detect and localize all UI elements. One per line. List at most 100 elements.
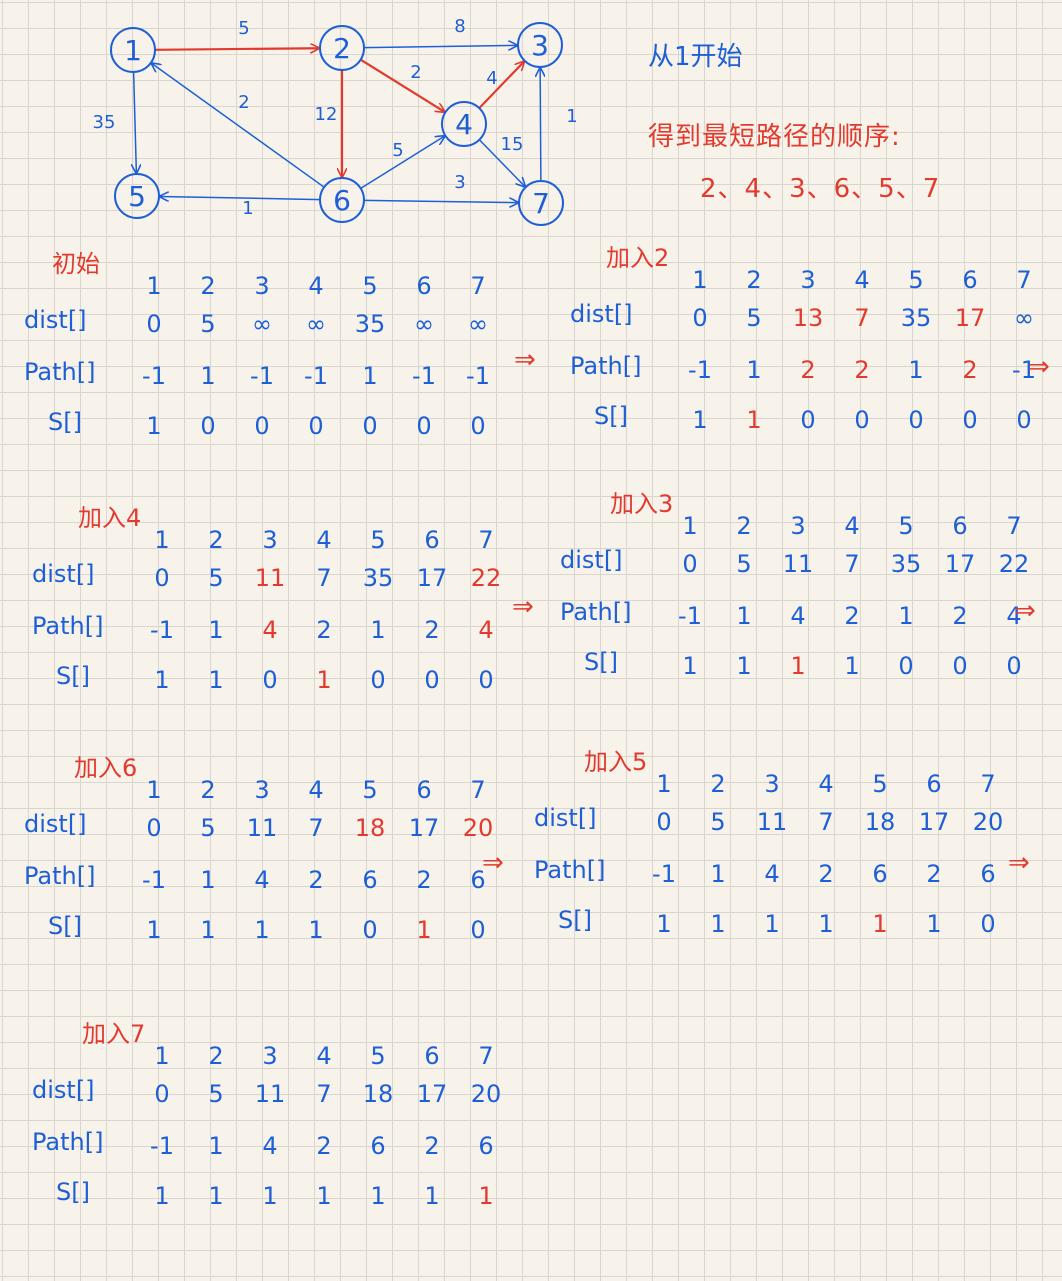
edge-weight-4-7: 15 (501, 134, 524, 155)
s-cell: 1 (926, 910, 942, 938)
dist-cell: 0 (146, 814, 162, 842)
step-title: 加入7 (82, 1020, 146, 1048)
s-cell: 0 (854, 406, 870, 434)
column-header: 4 (818, 770, 834, 798)
edge-weight-2-4: 2 (410, 62, 421, 83)
s-cell: 1 (710, 910, 726, 938)
dist-cell: 13 (792, 304, 824, 332)
edge-weight-6-5: 1 (242, 198, 253, 219)
path-cell: 2 (962, 356, 978, 384)
column-header: 3 (262, 1042, 278, 1070)
s-cell: 0 (424, 666, 440, 694)
step-title: 加入2 (606, 244, 670, 272)
path-cell: -1 (412, 362, 436, 390)
column-header: 3 (254, 272, 270, 300)
transition-arrow: ⇒ (1014, 596, 1036, 626)
s-cell: 0 (478, 666, 494, 694)
dist-cell: 35 (890, 550, 922, 578)
dist-cell: 5 (208, 564, 224, 592)
node-2 (319, 25, 365, 71)
path-cell: 1 (736, 602, 752, 630)
edge-weight-6-1: 2 (238, 92, 249, 113)
dist-cell: 0 (656, 808, 672, 836)
column-header: 3 (764, 770, 780, 798)
row-label-path: Path[] (24, 862, 96, 890)
edge-4-7 (478, 139, 525, 187)
column-header: 2 (710, 770, 726, 798)
row-label-path: Path[] (32, 1128, 104, 1156)
column-header: 6 (416, 776, 432, 804)
column-header: 7 (980, 770, 996, 798)
s-cell: 0 (370, 666, 386, 694)
column-header: 3 (800, 266, 816, 294)
path-cell: 6 (362, 866, 378, 894)
dist-cell: 11 (782, 550, 814, 578)
edge-6-4 (360, 136, 445, 190)
path-cell: -1 (466, 362, 490, 390)
edge-weight-1-2: 5 (238, 18, 249, 39)
dist-cell: 18 (354, 814, 386, 842)
path-cell: 6 (980, 860, 996, 888)
node-3 (517, 22, 563, 68)
s-cell: 1 (154, 1182, 170, 1210)
edge-1-5 (134, 71, 137, 173)
path-cell: 1 (710, 860, 726, 888)
s-cell: 0 (952, 652, 968, 680)
column-header: 1 (656, 770, 672, 798)
row-label-dist: dist[] (32, 1076, 95, 1104)
s-cell: 0 (1016, 406, 1032, 434)
dist-cell: 17 (416, 1080, 448, 1108)
transition-arrow: ⇒ (1028, 352, 1050, 382)
path-cell: 6 (470, 866, 486, 894)
s-cell: 1 (146, 412, 162, 440)
s-cell: 1 (370, 1182, 386, 1210)
s-cell: 1 (656, 910, 672, 938)
path-cell: 1 (208, 616, 224, 644)
dist-cell: 0 (682, 550, 698, 578)
column-header: 6 (424, 526, 440, 554)
row-label-path: Path[] (560, 598, 632, 626)
path-cell: 4 (1006, 602, 1022, 630)
path-cell: 2 (818, 860, 834, 888)
column-header: 5 (872, 770, 888, 798)
column-header: 7 (470, 272, 486, 300)
row-label-s: S[] (584, 648, 618, 676)
transition-arrow: ⇒ (514, 345, 536, 375)
column-header: 5 (362, 272, 378, 300)
node-label-5: 5 (128, 180, 146, 213)
edge-6-7 (363, 200, 518, 202)
path-cell: 1 (200, 866, 216, 894)
s-cell: 1 (692, 406, 708, 434)
column-header: 7 (478, 1042, 494, 1070)
dist-cell: 5 (736, 550, 752, 578)
node-5 (114, 173, 160, 219)
s-cell: 0 (362, 412, 378, 440)
path-cell: 2 (416, 866, 432, 894)
path-cell: -1 (150, 1132, 174, 1160)
row-label-dist: dist[] (560, 546, 623, 574)
path-cell: 4 (262, 616, 278, 644)
s-cell: 0 (800, 406, 816, 434)
step-title: 加入3 (610, 490, 674, 518)
s-cell: 0 (308, 412, 324, 440)
row-label-path: Path[] (32, 612, 104, 640)
edge-7-3 (540, 68, 541, 182)
start-note: 从1开始 (648, 42, 743, 72)
row-label-s: S[] (56, 662, 90, 690)
dist-cell: ∞ (252, 310, 272, 338)
s-cell: 1 (254, 916, 270, 944)
node-label-3: 3 (531, 29, 549, 62)
edge-weight-4-3: 4 (486, 68, 497, 89)
path-cell: 1 (746, 356, 762, 384)
row-label-s: S[] (594, 402, 628, 430)
order-sequence: 2、4、3、6、5、7 (700, 174, 941, 204)
edge-2-4 (360, 58, 445, 112)
dist-cell: 17 (416, 564, 448, 592)
dist-cell: 35 (354, 310, 386, 338)
dist-cell: 20 (972, 808, 1004, 836)
row-label-s: S[] (558, 906, 592, 934)
column-header: 1 (146, 272, 162, 300)
step-title: 初始 (52, 250, 100, 278)
transition-arrow: ⇒ (482, 848, 504, 878)
row-label-path: Path[] (24, 358, 96, 386)
